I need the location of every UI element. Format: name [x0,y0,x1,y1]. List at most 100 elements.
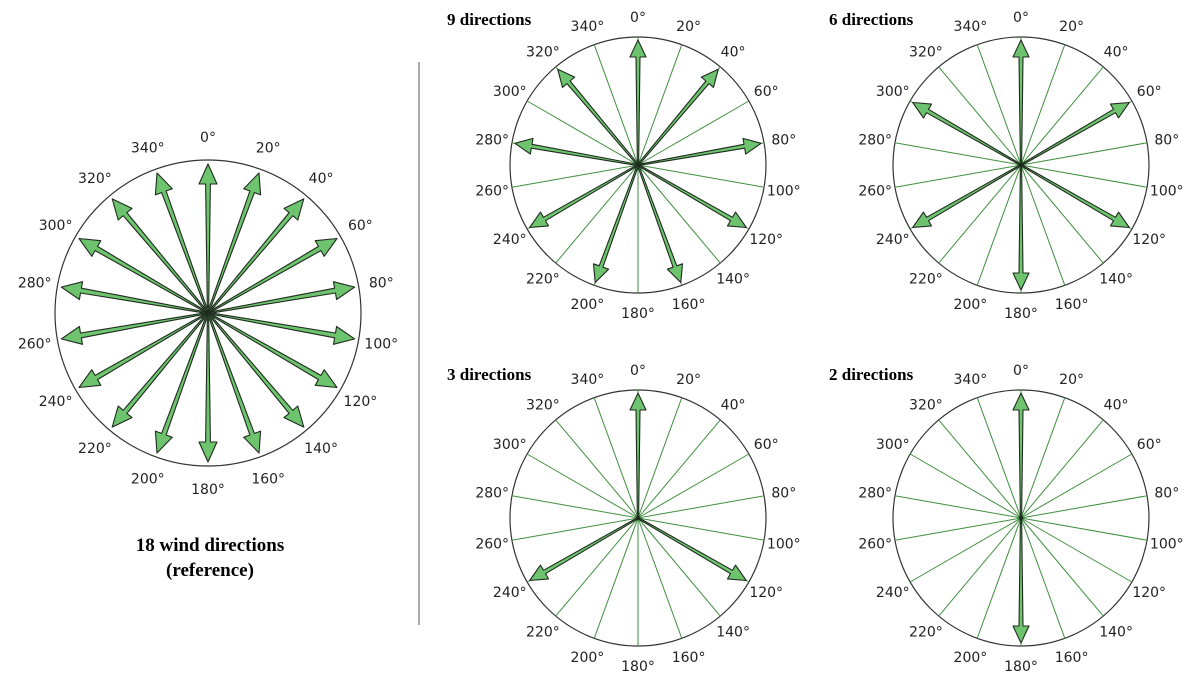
angle-label: 160° [672,650,706,666]
angle-label: 300° [493,84,527,100]
angle-label: 220° [78,441,112,457]
spoke-line [637,164,721,264]
spoke-line [976,164,1022,286]
spoke-line [976,397,1022,519]
spoke-line [909,453,1022,519]
angle-label: 120° [1132,232,1166,248]
wind-arrow [206,198,305,314]
spoke-line [894,495,1022,519]
angle-label: 340° [571,19,605,35]
angle-label: 180° [621,306,655,322]
wind-arrow [636,68,719,166]
angle-label: 20° [1059,19,1084,35]
angle-label: 160° [672,297,706,313]
wind-arrow [1020,163,1130,229]
six-direction-wind-rose: 0° 20° 40° 60° 80° 100° 120° 140° 160° 180° 200° 22… [858,10,1183,322]
angle-label: 260° [475,537,509,553]
angle-label: 0° [630,10,646,26]
wind-arrow [60,311,209,345]
angle-label: 280° [858,132,892,148]
spoke-line [526,100,639,166]
angle-label: 320° [909,45,943,61]
spoke-line [555,517,639,617]
wind-arrow [629,39,647,166]
spoke-line [1020,495,1148,519]
angle-label: 0° [630,363,646,379]
spoke-line [938,517,1022,617]
wind-arrow [912,101,1022,167]
wind-arrow [912,163,1022,229]
angle-label: 340° [954,19,988,35]
angle-label: 140° [1099,624,1133,640]
spoke-line [938,164,1022,264]
angle-label: 80° [369,275,394,291]
spoke-line [894,164,1022,188]
angle-label: 100° [767,184,801,200]
angle-label: 280° [858,485,892,501]
angle-label: 180° [1004,306,1038,322]
rose-rim [54,159,362,467]
wind-arrow [637,516,747,582]
nine-direction-wind-rose: 0° 20° 40° 60° 80° 100° 120° 140° 160° 180° 200° 22… [475,10,800,322]
panel-title-6-directions: 6 directions [829,10,914,29]
spoke-line [511,495,639,519]
angle-label: 300° [876,437,910,453]
spoke-line [637,44,683,166]
spoke-line [1020,164,1104,264]
angle-label: 20° [1059,372,1084,388]
angle-label: 280° [475,485,509,501]
wind-arrow [207,311,338,389]
angle-label: 240° [493,585,527,601]
wind-arrow [1012,164,1030,291]
spoke-line [637,419,721,519]
wind-arrow [207,311,356,345]
spoke-line [637,517,683,639]
rose-center [205,310,211,316]
spoke-line [1020,142,1148,166]
angle-label: 200° [571,650,605,666]
angle-label: 100° [364,337,398,353]
angle-label: 140° [716,624,750,640]
angle-label: 200° [131,471,165,487]
wind-arrow [78,237,209,315]
angle-label: 0° [1013,363,1029,379]
angle-label: 160° [1055,297,1089,313]
angle-label: 40° [1104,45,1129,61]
spoke-line [637,397,683,519]
spoke-line [976,44,1022,166]
spoke-line [637,517,765,541]
spoke-line [1020,517,1148,541]
wind-arrow [198,312,218,463]
angle-label: 200° [954,650,988,666]
angle-label: 120° [749,232,783,248]
angle-label: 80° [771,485,796,501]
spoke-line [976,517,1022,639]
wind-arrow [207,281,356,315]
spoke-line [637,495,765,519]
two-direction-wind-rose: 0° 20° 40° 60° 80° 100° 120° 140° 160° 180° 200° 22… [858,363,1183,675]
spoke-line [1020,517,1133,583]
wind-arrow [1012,39,1030,166]
angle-label: 60° [1137,437,1162,453]
angle-label: 240° [493,232,527,248]
wind-arrow [1012,392,1030,519]
angle-label: 220° [526,624,560,640]
angle-label: 40° [721,45,746,61]
angle-label: 40° [309,171,334,187]
angle-label: 140° [1099,271,1133,287]
angle-label: 260° [475,184,509,200]
spoke-line [938,66,1022,166]
angle-label: 200° [954,297,988,313]
angle-label: 220° [909,624,943,640]
angle-label: 200° [571,297,605,313]
angle-label: 160° [1055,650,1089,666]
angle-label: 220° [526,271,560,287]
spoke-line [1020,453,1133,519]
wind-arrow [637,137,762,167]
angle-label: 340° [571,372,605,388]
angle-label: 80° [1154,132,1179,148]
angle-label: 40° [721,398,746,414]
spoke-line [1020,66,1104,166]
angle-label: 240° [39,394,73,410]
angle-label: 80° [1154,485,1179,501]
